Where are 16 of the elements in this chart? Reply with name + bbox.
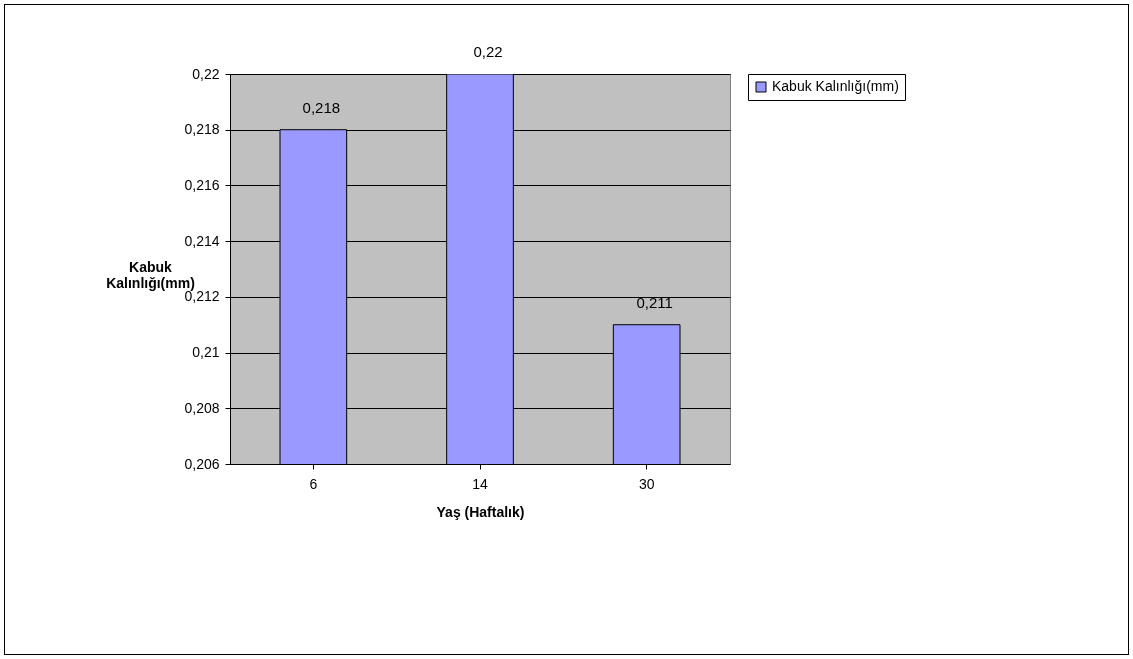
data-label: 0,211 — [636, 293, 673, 311]
y-axis-title: Kabuk Kalınlığı(mm) — [106, 258, 195, 291]
y-tick-label: 0,206 — [184, 455, 220, 472]
y-tick-label: 0,21 — [192, 344, 220, 361]
x-tick-label: 6 — [309, 475, 318, 492]
y-tick-label: 0,22 — [192, 65, 220, 82]
y-tick-label: 0,216 — [184, 176, 220, 193]
x-tick-label: 14 — [472, 475, 488, 492]
y-tick-label: 0,214 — [184, 232, 220, 249]
y-tick-label: 0,208 — [184, 399, 220, 416]
y-tick-label: 0,218 — [184, 121, 220, 138]
data-label: 0,22 — [473, 43, 503, 60]
x-axis-title: Yaş (Haftalık) — [436, 503, 525, 520]
legend-label: Kabuk Kalınlığı(mm) — [772, 78, 899, 94]
x-tick-label: 30 — [638, 475, 655, 492]
data-label: 0,218 — [302, 98, 341, 116]
